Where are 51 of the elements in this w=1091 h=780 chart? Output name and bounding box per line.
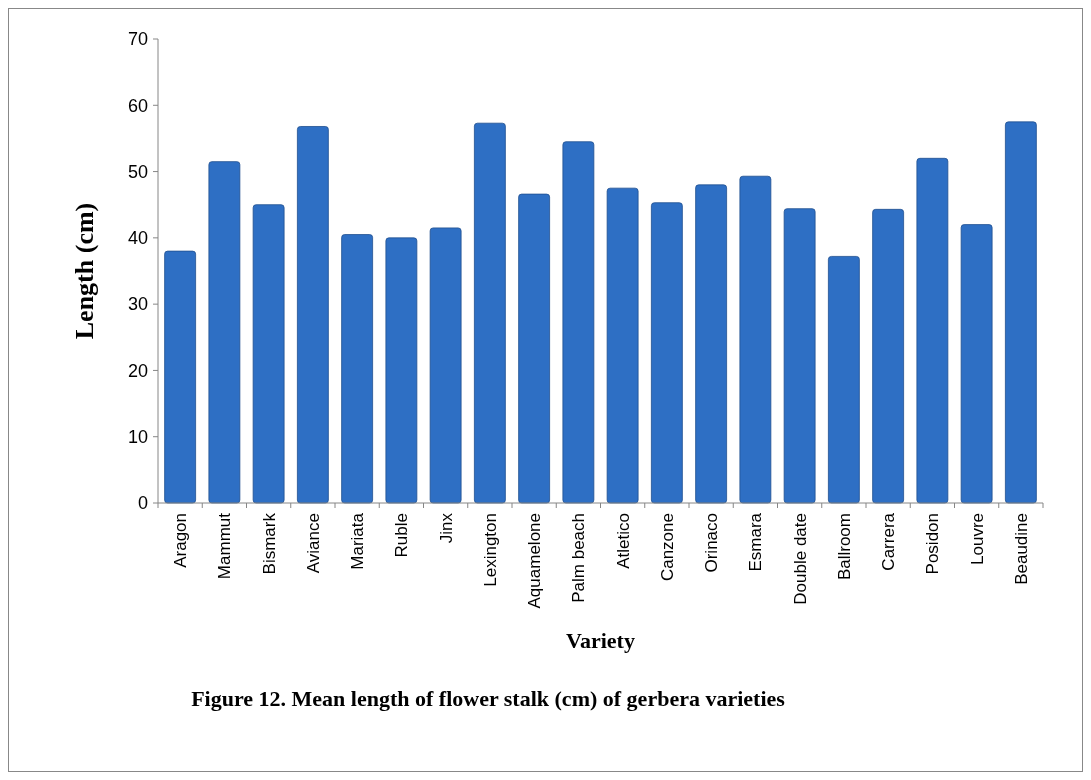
x-tick-label: Lexington — [480, 513, 500, 587]
bar — [960, 224, 993, 504]
x-tick-label: Beaudine — [1011, 513, 1031, 585]
bar — [518, 193, 551, 504]
x-tick-label: Mammut — [215, 512, 235, 580]
bar — [473, 122, 506, 504]
x-tick-label: Double date — [790, 513, 810, 605]
x-tick-label: Posidon — [923, 513, 943, 575]
x-tick-label: Aragon — [171, 513, 191, 568]
bar — [341, 234, 374, 504]
y-axis-title: Length (cm) — [70, 202, 99, 340]
bar — [695, 184, 728, 504]
bar — [429, 227, 462, 504]
y-tick-label: 10 — [127, 427, 148, 448]
x-tick-label: Louvre — [967, 513, 987, 565]
bar — [650, 202, 683, 504]
x-tick-label: Ruble — [392, 513, 412, 558]
bar — [562, 141, 595, 504]
x-tick-label: Ballroom — [834, 513, 854, 581]
x-tick-label: Jinx — [436, 512, 456, 544]
bar — [208, 161, 241, 504]
bar — [739, 175, 772, 504]
x-tick-label: Esmara — [746, 512, 766, 572]
bar — [385, 237, 418, 504]
bar — [296, 126, 329, 504]
bar — [164, 250, 197, 504]
y-tick-label: 20 — [127, 360, 148, 381]
x-tick-label: Aviance — [303, 513, 323, 574]
y-tick-label: 60 — [127, 95, 148, 116]
x-tick-label: Atletico — [613, 513, 633, 569]
x-tick-label: Bismark — [259, 512, 279, 575]
y-tick-label: 40 — [127, 228, 148, 249]
x-tick-label: Mariata — [348, 512, 368, 570]
x-tick-label: Aquamelone — [525, 513, 545, 609]
x-tick-label: Carrera — [879, 512, 899, 571]
bar — [1004, 121, 1037, 504]
x-tick-label: Palm beach — [569, 513, 589, 603]
x-tick-label: Canzone — [657, 513, 677, 582]
bar — [872, 208, 905, 504]
bar — [252, 204, 285, 504]
bar — [916, 157, 949, 504]
bar — [606, 187, 639, 504]
y-tick-label: 70 — [127, 29, 148, 50]
y-tick-label: 50 — [127, 161, 148, 182]
x-tick-label: Orinaco — [702, 513, 722, 573]
y-tick-label: 30 — [127, 294, 148, 315]
x-axis-title: Variety — [566, 628, 635, 653]
bar — [827, 256, 860, 504]
caption: Figure 12. Mean length of flower stalk (cm) of gerbera varieties — [191, 686, 786, 711]
bar — [783, 208, 816, 504]
y-tick-label: 0 — [137, 493, 148, 514]
